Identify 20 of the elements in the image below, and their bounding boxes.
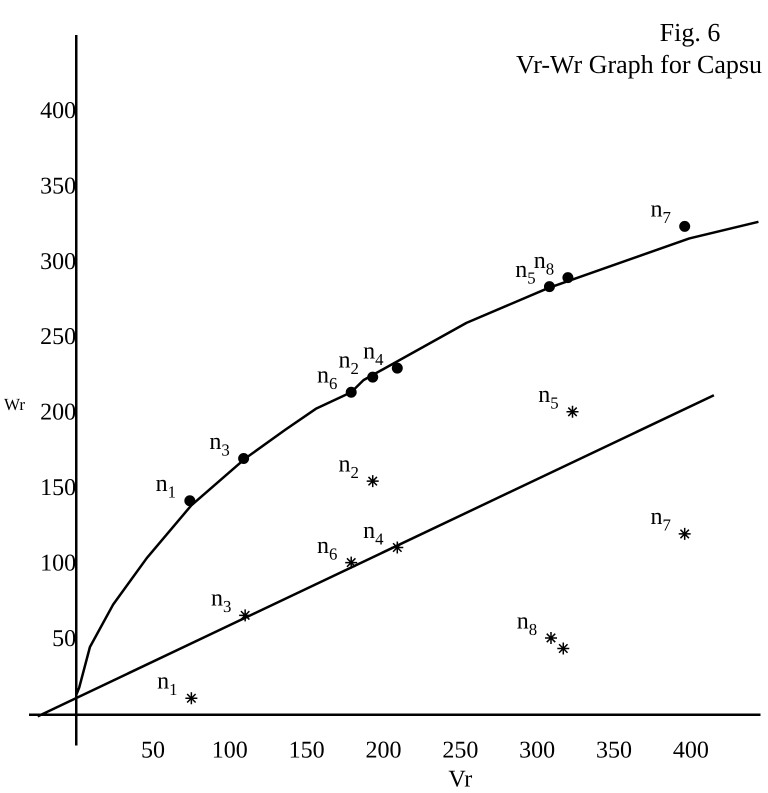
y-axis-title: Wr <box>4 394 26 414</box>
y-tick-label: 50 <box>52 626 76 652</box>
chart-title: Fig. 6 <box>660 18 720 47</box>
x-tick-label: 300 <box>519 738 556 764</box>
x-axis-title: Vr <box>448 766 472 792</box>
x-tick-label: 250 <box>442 738 478 764</box>
y-tick-label: 400 <box>40 98 76 124</box>
y-tick-label: 350 <box>40 173 76 200</box>
x-tick-label: 350 <box>596 738 632 764</box>
y-tick-label: 100 <box>40 550 76 576</box>
y-tick-label: 150 <box>40 474 76 501</box>
x-tick-label: 200 <box>365 738 402 764</box>
y-tick-label: 250 <box>40 324 76 350</box>
x-tick-label: 100 <box>212 738 248 764</box>
x-tick-label: 150 <box>288 738 325 764</box>
y-tick-label: 200 <box>40 400 76 426</box>
y-tick-label: 300 <box>40 248 76 275</box>
x-tick-label: 400 <box>672 738 709 764</box>
text: Vr-Wr Graph for Capsu <box>516 50 762 79</box>
x-tick-label: 50 <box>140 738 165 764</box>
